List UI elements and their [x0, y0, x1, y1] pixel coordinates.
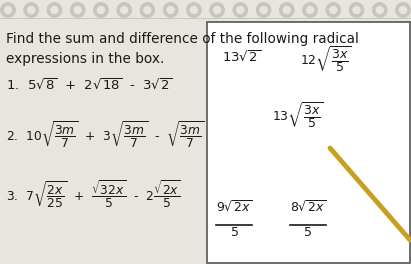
Circle shape: [399, 7, 406, 13]
Circle shape: [283, 7, 290, 13]
Circle shape: [28, 7, 35, 13]
Text: 2.  $10\sqrt{\dfrac{3m}{7}}$  +  $3\sqrt{\dfrac{3m}{7}}$  -  $\sqrt{\dfrac{3m}{7: 2. $10\sqrt{\dfrac{3m}{7}}$ + $3\sqrt{\d…: [6, 120, 204, 150]
Circle shape: [280, 3, 294, 17]
Text: $5$: $5$: [303, 226, 312, 239]
Text: $13\sqrt{2}$: $13\sqrt{2}$: [222, 50, 261, 65]
Text: $12\sqrt{\dfrac{3x}{5}}$: $12\sqrt{\dfrac{3x}{5}}$: [300, 44, 351, 74]
Circle shape: [97, 7, 104, 13]
Circle shape: [237, 7, 244, 13]
Circle shape: [141, 3, 155, 17]
Circle shape: [330, 7, 337, 13]
Circle shape: [5, 7, 12, 13]
Circle shape: [214, 7, 221, 13]
Circle shape: [24, 3, 38, 17]
Circle shape: [121, 7, 128, 13]
Circle shape: [51, 7, 58, 13]
Circle shape: [256, 3, 270, 17]
Circle shape: [307, 7, 314, 13]
Circle shape: [190, 7, 197, 13]
Text: 3.  $7\sqrt{\dfrac{2x}{25}}$  +  $\dfrac{\sqrt{32x}}{5}$  -  $2\dfrac{\sqrt{2x}}: 3. $7\sqrt{\dfrac{2x}{25}}$ + $\dfrac{\s…: [6, 178, 181, 210]
Circle shape: [48, 3, 62, 17]
Text: $9\sqrt{2x}$: $9\sqrt{2x}$: [216, 200, 252, 215]
Circle shape: [117, 3, 131, 17]
Circle shape: [326, 3, 340, 17]
Circle shape: [94, 3, 108, 17]
Text: $5$: $5$: [230, 226, 239, 239]
Circle shape: [376, 7, 383, 13]
Text: $8\sqrt{2x}$: $8\sqrt{2x}$: [290, 200, 326, 215]
Text: expressions in the box.: expressions in the box.: [6, 52, 164, 66]
Circle shape: [74, 7, 81, 13]
Circle shape: [71, 3, 85, 17]
Text: Find the sum and difference of the following radical: Find the sum and difference of the follo…: [6, 32, 359, 46]
Circle shape: [164, 3, 178, 17]
Circle shape: [144, 7, 151, 13]
Circle shape: [396, 3, 410, 17]
Circle shape: [187, 3, 201, 17]
Circle shape: [167, 7, 174, 13]
Circle shape: [353, 7, 360, 13]
Circle shape: [1, 3, 15, 17]
Circle shape: [303, 3, 317, 17]
Bar: [207, 22, 410, 263]
Circle shape: [233, 3, 247, 17]
Text: 1.  $5\sqrt{8}$  +  $2\sqrt{18}$  -  $3\sqrt{2}$: 1. $5\sqrt{8}$ + $2\sqrt{18}$ - $3\sqrt{…: [6, 78, 173, 93]
Circle shape: [260, 7, 267, 13]
Circle shape: [210, 3, 224, 17]
Circle shape: [373, 3, 387, 17]
Text: $13\sqrt{\dfrac{3x}{5}}$: $13\sqrt{\dfrac{3x}{5}}$: [272, 100, 323, 130]
Circle shape: [349, 3, 363, 17]
